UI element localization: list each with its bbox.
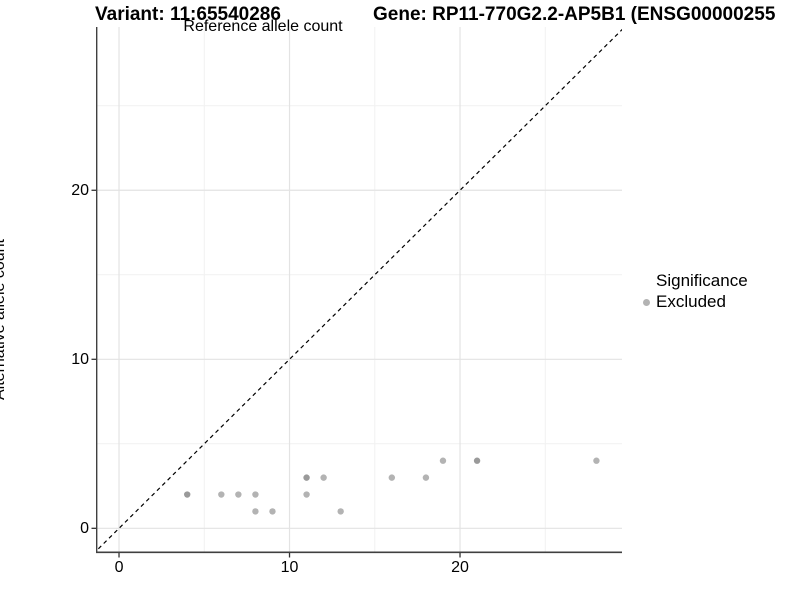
x-tick-label: 10 [280, 559, 299, 576]
legend-point-icon [643, 298, 650, 306]
data-point [337, 508, 344, 515]
y-tick-label: 20 [71, 181, 89, 199]
data-point [473, 457, 481, 464]
data-point [303, 474, 310, 481]
data-point [218, 491, 225, 498]
x-axis-title: Reference allele count [183, 18, 343, 35]
panel-interior [96, 27, 622, 553]
data-point [184, 491, 191, 498]
y-tick-label: 10 [71, 350, 89, 368]
data-point [593, 457, 600, 464]
legend-title: Significance [656, 271, 748, 290]
data-point [252, 508, 259, 515]
y-tick-label: 0 [80, 519, 89, 537]
legend-item-label: Excluded [656, 292, 726, 311]
identity-dashed-line [96, 28, 622, 552]
data-point [235, 491, 242, 498]
data-point [269, 508, 276, 515]
data-point [422, 474, 430, 481]
data-point [303, 491, 310, 498]
data-point [252, 491, 259, 498]
x-tick-label: 0 [114, 559, 124, 576]
data-point [320, 474, 327, 481]
gene-title: Gene: RP11-770G2.2-AP5B1 (ENSG00000255 [373, 4, 776, 25]
data-point [388, 474, 396, 481]
x-tick-label: 20 [451, 559, 469, 576]
plot-panel [91, 27, 622, 558]
variant-title: Variant: 11:65540286 [95, 4, 281, 25]
data-point [439, 457, 447, 464]
y-axis-title: Alternative allele count [0, 239, 8, 400]
